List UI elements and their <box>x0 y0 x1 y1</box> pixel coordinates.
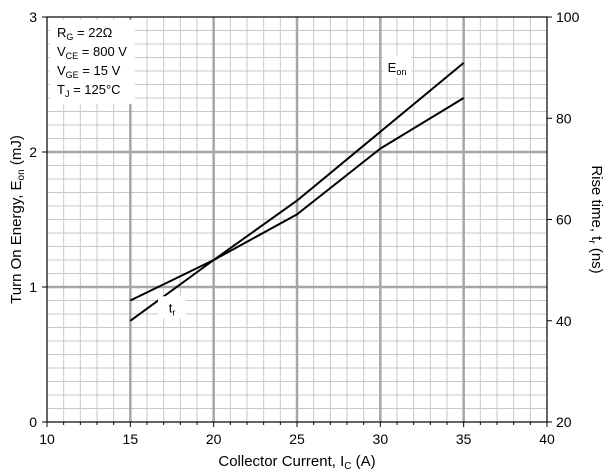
series-line-Eon <box>129 62 465 322</box>
x-tick-label: 10 <box>39 431 55 447</box>
series-label-text: Eon <box>388 60 407 77</box>
x-tick-label: 25 <box>289 431 305 447</box>
tick-marks <box>42 16 552 427</box>
plot-lines <box>129 62 465 322</box>
x-tick-label: 30 <box>373 431 389 447</box>
x-tick-label: 15 <box>123 431 139 447</box>
y-left-tick-label: 0 <box>29 414 37 430</box>
series-label-text: tr <box>169 300 176 317</box>
y-left-tick-labels: 0 1 2 3 <box>29 9 37 430</box>
y-right-tick-label: 100 <box>556 9 580 25</box>
major-grid <box>47 17 547 422</box>
condition-line: VGE = 15 V <box>57 63 121 80</box>
series-label-background <box>383 55 411 78</box>
condition-line: VCE = 800 V <box>57 44 127 61</box>
y-right-tick-label: 40 <box>556 313 572 329</box>
y-left-tick-label: 1 <box>29 279 37 295</box>
y-right-tick-label: 80 <box>556 110 572 126</box>
x-axis-title: Collector Current, IC (A) <box>218 453 375 470</box>
condition-line: TJ = 125°C <box>57 82 121 99</box>
x-tick-label: 20 <box>206 431 222 447</box>
line-labels: Eon tr <box>158 55 411 319</box>
x-tick-label: 35 <box>456 431 472 447</box>
conditions-background <box>50 20 135 104</box>
x-tick-label: 40 <box>539 431 555 447</box>
test-conditions: RG = 22Ω VCE = 800 V VGE = 15 V TJ = 125°C <box>50 20 135 104</box>
series-line-tr <box>129 97 465 302</box>
series-label-background <box>158 296 186 319</box>
y-right-tick-label: 20 <box>556 414 572 430</box>
y-left-tick-label: 3 <box>29 9 37 25</box>
series-label-tr: tr <box>158 296 186 319</box>
series-label-Eon: Eon <box>383 55 411 78</box>
y-right-tick-label: 60 <box>556 212 572 228</box>
y-right-tick-labels: 20 40 60 80 100 <box>556 9 580 430</box>
x-tick-labels: 10 15 20 25 30 35 40 <box>39 431 555 447</box>
y-right-axis-title: Rise time, tr (ns) <box>586 165 605 273</box>
y-left-tick-label: 2 <box>29 144 37 160</box>
condition-line: RG = 22Ω <box>57 25 113 42</box>
y-left-axis-title: Turn On Energy, Eon (mJ) <box>8 135 27 304</box>
